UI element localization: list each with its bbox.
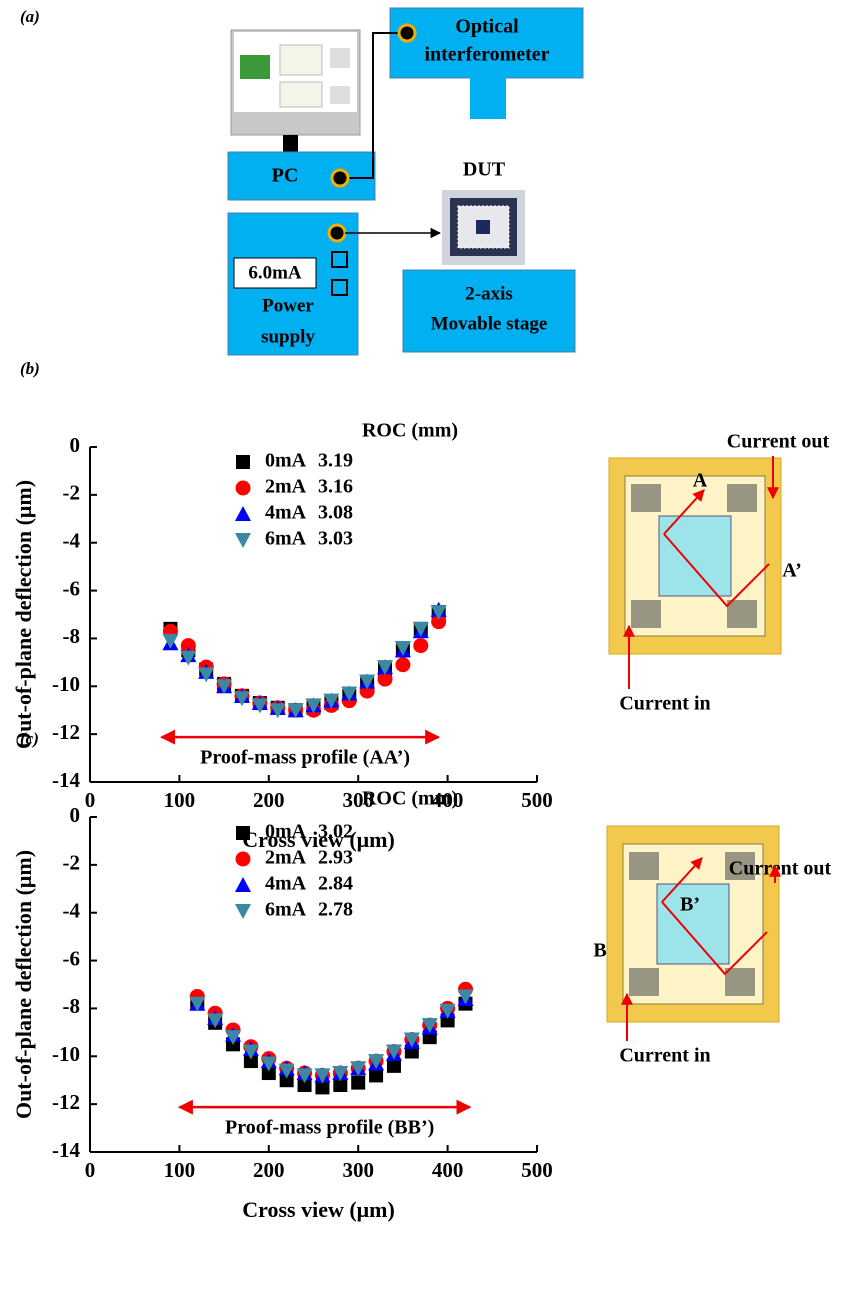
y-tick-label: -10 <box>52 672 80 696</box>
point <box>395 657 410 672</box>
panel-label: (c) <box>20 729 39 748</box>
chip-comb <box>631 600 661 628</box>
y-axis-title: Out-of-plane deflection (μm) <box>11 480 36 749</box>
optical-stub <box>470 77 506 119</box>
point <box>351 1076 365 1090</box>
legend-roc: 3.16 <box>318 476 353 498</box>
x-tick-label: 100 <box>164 1158 196 1182</box>
chip-comb <box>631 484 661 512</box>
chip-comb <box>727 600 757 628</box>
point <box>235 506 251 521</box>
legend-label: 6mA <box>265 528 307 550</box>
y-tick-label: -2 <box>63 481 81 505</box>
y-axis-title: Out-of-plane deflection (μm) <box>11 850 36 1119</box>
x-tick-label: 200 <box>253 1158 285 1182</box>
page: {"diagram": {"panel_label": "(a)", "opti… <box>0 0 844 1310</box>
port <box>332 170 348 186</box>
annotation: Proof-mass profile (BB’) <box>225 1117 434 1139</box>
panel-label: (a) <box>20 7 40 26</box>
stage-box <box>403 270 575 352</box>
dut-label: DUT <box>463 159 506 181</box>
chip-comb <box>727 484 757 512</box>
y-tick-label: -4 <box>63 899 81 923</box>
optical-label: interferometer <box>424 44 549 66</box>
y-tick-label: -14 <box>52 1138 80 1162</box>
dut-image <box>442 190 525 265</box>
inset-label: Current out <box>729 858 832 880</box>
x-axis-title: Cross view (μm) <box>242 1197 395 1222</box>
y-tick-label: -4 <box>63 529 81 553</box>
y-tick-label: -12 <box>52 1090 80 1114</box>
y-tick-label: -6 <box>63 576 81 600</box>
inset-label: Current in <box>619 693 710 715</box>
x-tick-label: 100 <box>164 788 196 812</box>
y-tick-label: -14 <box>52 768 80 792</box>
annotation: Proof-mass profile (AA’) <box>200 747 410 769</box>
point <box>235 533 251 548</box>
legend-title: ROC (mm) <box>362 788 458 810</box>
stage-label: Movable stage <box>431 313 548 334</box>
inset-label: Current in <box>619 1045 710 1067</box>
legend-roc: 3.08 <box>318 502 353 524</box>
legend-roc: 3.19 <box>318 450 353 472</box>
monitor <box>231 30 360 152</box>
x-tick-label: 300 <box>342 1158 374 1182</box>
port <box>399 25 415 41</box>
inset-label: A <box>693 470 708 492</box>
y-tick-label: 0 <box>70 803 81 827</box>
legend-label: 4mA <box>265 502 307 524</box>
legend-roc: 3.03 <box>318 528 353 550</box>
legend-label: 6mA <box>265 899 307 921</box>
x-tick-label: 400 <box>432 1158 464 1182</box>
inset-label: B’ <box>680 894 700 916</box>
chip-comb <box>629 852 659 880</box>
y-tick-label: -8 <box>63 624 81 648</box>
y-tick-label: -6 <box>63 946 81 970</box>
y-tick-label: -12 <box>52 720 80 744</box>
legend-roc: 2.93 <box>318 847 353 869</box>
point <box>236 826 250 840</box>
point <box>369 1068 383 1082</box>
legend-title: ROC (mm) <box>362 420 458 442</box>
current-label: 6.0mA <box>248 262 302 283</box>
legend-label: 0mA <box>265 450 307 472</box>
panel-label: (b) <box>20 359 40 378</box>
legend-roc: 3.02 <box>318 821 353 843</box>
legend-roc: 2.84 <box>318 873 353 895</box>
y-tick-label: -2 <box>63 851 81 875</box>
point <box>235 904 251 919</box>
point <box>236 852 251 867</box>
legend-roc: 2.78 <box>318 899 353 921</box>
y-tick-label: -10 <box>52 1042 80 1066</box>
legend-label: 0mA <box>265 821 307 843</box>
legend-label: 2mA <box>265 476 307 498</box>
pc-label: PC <box>272 165 299 187</box>
legend-label: 2mA <box>265 847 307 869</box>
x-tick-label: 0 <box>85 1158 96 1182</box>
power-label: Power <box>262 295 314 316</box>
point <box>235 877 251 892</box>
y-tick-label: -8 <box>63 994 81 1018</box>
chip-comb <box>725 968 755 996</box>
legend-label: 4mA <box>265 873 307 895</box>
inset-label: B <box>593 940 606 962</box>
stage-label: 2-axis <box>465 283 513 304</box>
point <box>236 481 251 496</box>
x-tick-label: 200 <box>253 788 285 812</box>
inset-label: Current out <box>727 431 830 453</box>
y-tick-label: 0 <box>70 433 81 457</box>
pc-box <box>228 152 375 200</box>
power-label: supply <box>261 326 315 347</box>
x-tick-label: 500 <box>521 1158 553 1182</box>
optical-label: Optical <box>455 16 519 38</box>
port <box>329 225 345 241</box>
figure: (a) PC Optical interferometer 6.0mA Powe… <box>0 0 844 1310</box>
point <box>413 638 428 653</box>
inset-label: A’ <box>782 560 802 582</box>
point <box>236 455 250 469</box>
chip-comb <box>629 968 659 996</box>
x-tick-label: 0 <box>85 788 96 812</box>
x-tick-label: 500 <box>521 788 553 812</box>
point <box>387 1059 401 1073</box>
